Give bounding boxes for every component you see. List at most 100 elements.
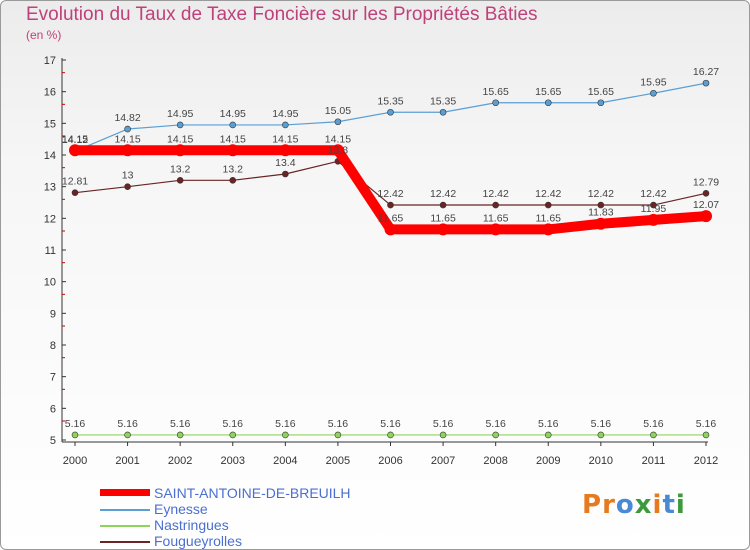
data-label: 12.42 [430, 188, 456, 200]
y-tick-label: 14 [44, 150, 56, 162]
data-label: 12.42 [640, 188, 666, 200]
data-label: 11.95 [641, 203, 667, 215]
data-point [229, 177, 237, 184]
y-tick-label: 8 [50, 340, 56, 352]
data-label: 11.65 [378, 212, 404, 224]
data-label: 12.79 [693, 176, 719, 188]
data-point [124, 125, 131, 133]
x-tick-label: 2004 [273, 455, 297, 467]
data-label: 12.42 [483, 188, 509, 200]
proxiti-logo[interactable]: Proxiti [582, 490, 686, 520]
x-tick-label: 2012 [694, 455, 718, 467]
data-point [492, 99, 499, 107]
data-point [492, 201, 499, 209]
y-tick-label: 17 [44, 55, 56, 67]
data-label: 15.65 [588, 86, 614, 98]
data-label: 5.16 [643, 418, 664, 430]
x-tick-label: 2002 [168, 455, 192, 467]
data-label: 14.15 [325, 133, 351, 145]
legend-label-eynesse: Eynesse [154, 501, 208, 517]
data-label: 15.95 [640, 76, 666, 88]
x-tick-label: 2001 [115, 455, 139, 467]
data-point [594, 217, 607, 230]
x-tick-label: 2003 [221, 455, 245, 467]
y-tick-label: 12 [44, 213, 56, 225]
data-label: 5.16 [433, 418, 454, 430]
data-point [387, 431, 394, 439]
data-label: 5.16 [485, 418, 506, 430]
legend-item-saint-antoine: SAINT-ANTOINE-DE-BREUILH [100, 485, 420, 502]
legend: SAINT-ANTOINE-DE-BREUILH Eynesse Nastrin… [100, 485, 420, 550]
legend-item-nastringues: Nastringues [100, 517, 420, 534]
data-label: 13.4 [275, 157, 296, 169]
data-label: 13.2 [223, 163, 244, 175]
data-label: 14.15 [272, 133, 298, 145]
data-label: 11.83 [588, 207, 614, 219]
data-label: 14.15 [167, 133, 193, 145]
data-label: 14.95 [167, 108, 193, 120]
data-label: 12.81 [62, 176, 88, 188]
data-point [650, 201, 657, 209]
logo-letter: r [602, 490, 616, 520]
data-point [702, 79, 710, 87]
data-label: 11.65 [430, 212, 456, 224]
data-point [544, 99, 552, 107]
x-tick-label: 2010 [589, 455, 613, 467]
data-label: 16.27 [693, 66, 719, 78]
data-point [542, 223, 555, 236]
data-point [282, 121, 289, 129]
data-label: 5.16 [380, 418, 401, 430]
data-point [492, 431, 499, 439]
data-point [69, 144, 81, 157]
data-label: 13 [122, 170, 134, 182]
y-tick-label: 13 [44, 182, 56, 194]
data-label: 5.16 [275, 418, 296, 430]
data-point [650, 431, 657, 439]
data-point [387, 108, 394, 116]
data-label: 12.42 [588, 188, 614, 200]
y-tick-label: 6 [50, 403, 56, 415]
legend-swatch-saint-antoine [100, 489, 150, 496]
data-label: 15.35 [430, 95, 456, 107]
data-label: 12.42 [377, 188, 403, 200]
data-point [71, 431, 79, 439]
data-label: 5.16 [591, 418, 612, 430]
data-point [700, 210, 712, 223]
data-label: 5.16 [328, 418, 349, 430]
data-label: 14.15 [220, 133, 246, 145]
data-point [650, 89, 657, 97]
y-tick-label: 11 [45, 245, 56, 257]
data-label: 14.95 [220, 108, 246, 120]
data-point [489, 223, 502, 236]
data-label: 5.16 [696, 418, 717, 430]
legend-label-nastringues: Nastringues [154, 517, 229, 533]
x-tick-label: 2005 [326, 455, 350, 467]
data-label: 13.8 [328, 144, 349, 156]
logo-letter: P [582, 490, 603, 520]
data-label: 14.82 [114, 112, 140, 124]
data-point [544, 431, 552, 439]
data-point [597, 201, 605, 209]
data-point [229, 121, 237, 129]
data-point [282, 431, 289, 439]
data-point [124, 183, 131, 190]
legend-label-fougueyrolles: Fougueyrolles [154, 533, 242, 549]
data-label: 12.07 [693, 199, 719, 211]
data-point [647, 213, 660, 226]
data-point [702, 190, 710, 197]
data-point [174, 144, 187, 157]
data-point [597, 431, 605, 439]
data-label: 14.95 [272, 108, 298, 120]
data-point [384, 223, 397, 236]
data-point [71, 189, 79, 196]
data-point [437, 223, 450, 236]
data-point [334, 431, 342, 439]
data-label: 5.16 [538, 418, 559, 430]
data-point [229, 431, 237, 439]
data-label: 5.16 [65, 418, 86, 430]
y-tick-label: 9 [50, 308, 56, 320]
data-point [226, 144, 239, 157]
y-tick-label: 10 [44, 277, 56, 289]
